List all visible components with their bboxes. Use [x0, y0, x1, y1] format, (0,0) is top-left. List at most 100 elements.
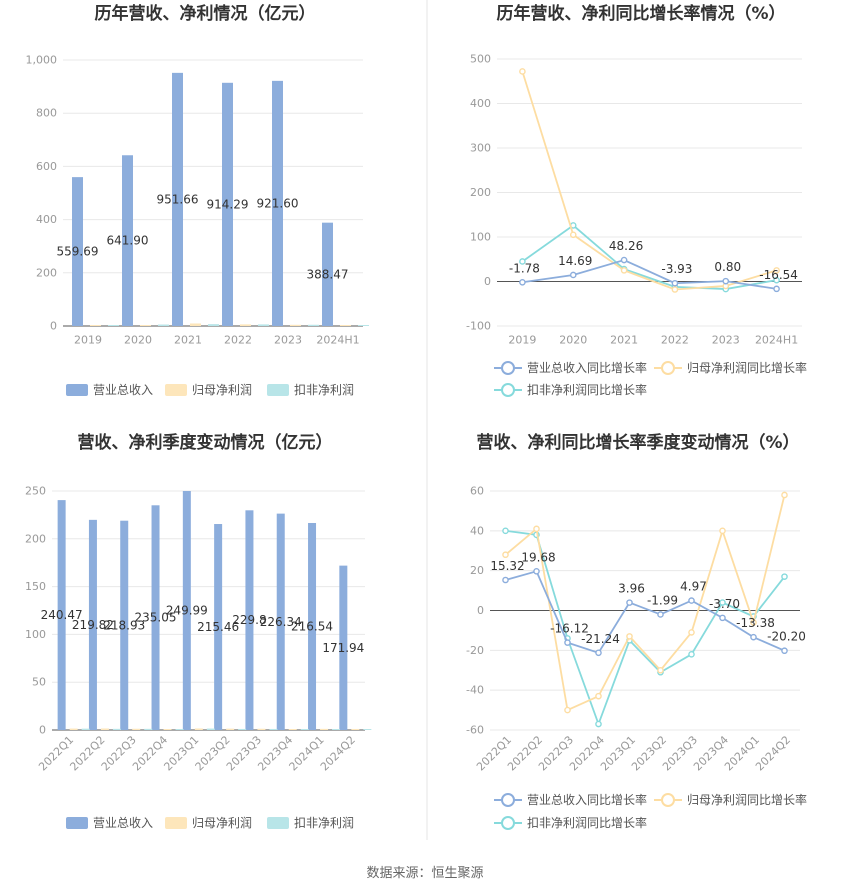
- y-tick-label: 200: [470, 186, 491, 199]
- y-tick-label: 250: [25, 485, 46, 498]
- series-line: [504, 494, 786, 712]
- x-tick-label: 2019: [74, 334, 102, 347]
- bar: [144, 728, 153, 730]
- bar: [258, 324, 269, 326]
- bar: [208, 324, 219, 326]
- data-label: -1.99: [647, 593, 678, 607]
- legend-label: 扣非净利润同比增长率: [527, 382, 647, 397]
- data-point: [533, 525, 540, 533]
- legend-swatch-marker: [661, 793, 675, 807]
- y-tick-label: -100: [466, 320, 491, 333]
- data-label: 3.96: [618, 582, 645, 596]
- chart-title: 营收、净利同比增长率季度变动情况（%）: [476, 432, 799, 453]
- y-tick-label: 0: [39, 724, 46, 737]
- bar: [240, 324, 251, 326]
- data-point: [533, 568, 540, 575]
- data-point: [569, 231, 577, 239]
- bar: [72, 177, 83, 326]
- quarterly-growth-chart: 营收、净利同比增长率季度变动情况（%）-60-40-2002040602022Q…: [466, 432, 807, 830]
- data-point: [750, 633, 757, 641]
- bar: [140, 325, 151, 326]
- bar: [190, 323, 201, 326]
- annual-revenue-chart: 历年营收、净利情况（亿元） 0 200 400 600 800 1,000 2019 2020 2…: [26, 3, 369, 397]
- y-tick-label: 200: [25, 532, 46, 545]
- y-tick-label: 100: [470, 231, 491, 244]
- data-point: [781, 647, 788, 655]
- y-tick-label: 50: [32, 676, 46, 689]
- data-point: [519, 258, 526, 265]
- series-line: [522, 259, 777, 290]
- bar: [272, 80, 283, 326]
- data-label: 218.93: [103, 618, 145, 632]
- data-label: 14.69: [558, 254, 592, 268]
- data-label: -3.93: [661, 262, 692, 276]
- y-tick-label: 100: [25, 628, 46, 641]
- bar: [120, 520, 129, 730]
- y-tick-label: 400: [36, 213, 57, 226]
- chart-title: 历年营收、净利情况（亿元）: [95, 3, 316, 24]
- series-line: [521, 71, 777, 291]
- bar: [322, 222, 333, 326]
- legend-swatch-marker: [501, 816, 515, 830]
- data-source-note: 数据来源：恒生聚源: [366, 866, 484, 881]
- annual-growth-chart: 历年营收、净利同比增长率情况（%） -100 0 100 200 300 400 500 201…: [466, 3, 807, 397]
- bar: [100, 728, 109, 730]
- data-label: -13.38: [736, 616, 775, 630]
- bar: [108, 325, 119, 326]
- bar: [57, 500, 66, 730]
- series-line: [505, 570, 785, 654]
- legend-label: 营业总收入: [93, 383, 153, 397]
- data-label: 641.90: [107, 234, 149, 248]
- data-point: [502, 576, 509, 584]
- data-point: [502, 527, 509, 535]
- series-line: [521, 224, 777, 290]
- legend-label: 扣非净利润同比增长率: [527, 815, 647, 830]
- bar: [276, 513, 285, 730]
- legend-label: 营业总收入同比增长率: [527, 792, 647, 807]
- legend-swatch-marker: [501, 383, 515, 397]
- x-tick-label: 2024Q2: [753, 733, 793, 773]
- chart-title: 历年营收、净利同比增长率情况（%）: [496, 3, 785, 24]
- y-tick-label: 0: [484, 275, 491, 288]
- y-tick-label: 150: [25, 580, 46, 593]
- bar: [257, 728, 266, 730]
- x-tick-label: 2023: [274, 334, 302, 347]
- legend-swatch: [66, 817, 88, 829]
- data-label: -16.54: [759, 268, 798, 282]
- y-tick-label: 500: [470, 53, 491, 66]
- bar: [238, 728, 247, 730]
- legend-swatch: [267, 384, 289, 396]
- y-tick-label: -40: [466, 684, 484, 697]
- bar: [339, 565, 348, 730]
- x-tick-label: 2024H1: [755, 334, 798, 347]
- bar: [358, 325, 369, 326]
- x-tick-label: 2019: [508, 334, 536, 347]
- data-point: [519, 278, 526, 286]
- y-tick-label: 1,000: [26, 54, 58, 67]
- data-point: [773, 267, 780, 274]
- x-tick-label: 2023: [712, 334, 740, 347]
- y-tick-label: 60: [470, 485, 484, 498]
- data-label: 216.54: [291, 619, 333, 633]
- legend-label: 归母净利润: [192, 383, 252, 397]
- bar: [222, 82, 233, 326]
- data-label: 951.66: [157, 192, 199, 206]
- data-point: [564, 706, 571, 714]
- y-tick-label: 0: [50, 320, 57, 333]
- data-label: 240.47: [41, 608, 83, 622]
- x-tick-label: 2024Q2: [318, 733, 358, 773]
- bar: [308, 324, 319, 326]
- bar: [88, 519, 97, 730]
- y-tick-label: 800: [36, 107, 57, 120]
- y-tick-label: -60: [466, 724, 484, 737]
- bar: [363, 729, 372, 730]
- data-label: 4.97: [680, 580, 707, 594]
- data-label: 914.29: [207, 197, 249, 211]
- legend-swatch-marker: [661, 361, 675, 375]
- x-tick-label: 2020: [124, 334, 152, 347]
- data-point: [719, 527, 726, 535]
- data-label: 559.69: [57, 245, 99, 259]
- data-point: [773, 276, 780, 284]
- bar: [226, 728, 235, 730]
